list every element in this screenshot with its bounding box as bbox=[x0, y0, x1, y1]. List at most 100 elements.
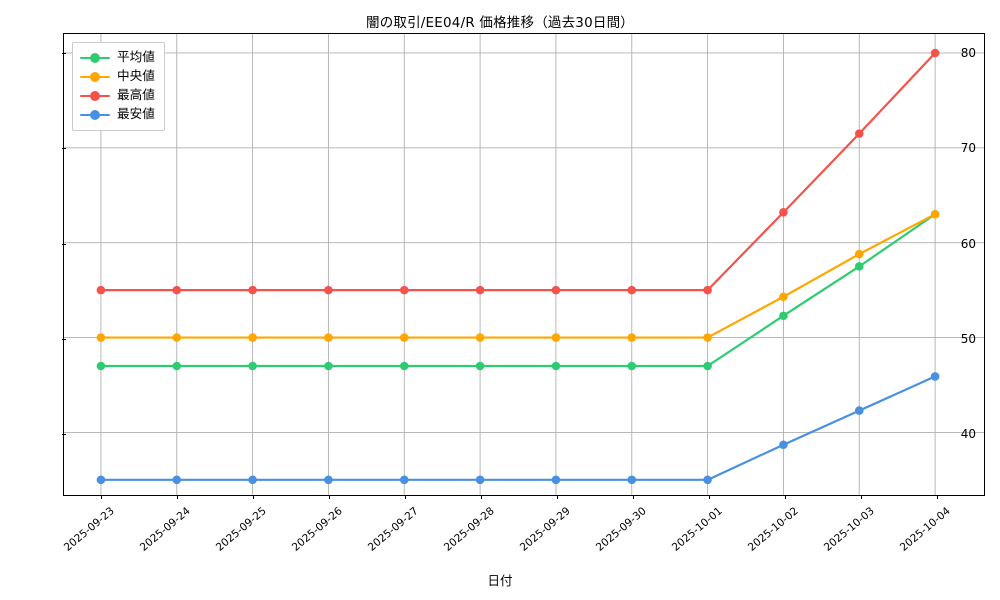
data-point bbox=[854, 129, 864, 138]
data-point bbox=[930, 209, 940, 219]
y-tick-mark bbox=[62, 338, 66, 340]
series-line-2 bbox=[99, 51, 937, 292]
legend-label: 最高値 bbox=[117, 87, 155, 103]
data-point bbox=[779, 440, 788, 450]
data-point bbox=[399, 361, 409, 371]
chart-legend: 平均値中央値最高値最安値 bbox=[72, 42, 165, 131]
legend-item-1[interactable]: 中央値 bbox=[80, 67, 155, 86]
y-tick-mark bbox=[62, 53, 66, 55]
data-point bbox=[399, 475, 409, 485]
data-point bbox=[930, 48, 940, 58]
x-tick-mark bbox=[937, 495, 938, 499]
data-point bbox=[627, 475, 637, 485]
data-point bbox=[96, 361, 106, 371]
tick-layer: 40 50 60 70 80 2025-09-23 2025-09-24 2025-09-25… bbox=[62, 34, 984, 554]
series-line-0 bbox=[99, 213, 937, 368]
y-tick-label: 80 bbox=[960, 46, 976, 61]
y-tick-mark bbox=[62, 434, 66, 436]
data-point bbox=[172, 285, 182, 295]
x-tick-mark bbox=[253, 495, 254, 499]
legend-item-3[interactable]: 最安値 bbox=[80, 105, 155, 124]
data-point bbox=[703, 475, 712, 485]
x-tick-mark bbox=[633, 495, 634, 499]
data-point bbox=[324, 285, 333, 295]
legend-item-2[interactable]: 最高値 bbox=[80, 86, 155, 105]
data-point bbox=[399, 285, 409, 295]
data-point bbox=[475, 285, 485, 295]
x-tick-label: 2025-09-24 bbox=[137, 505, 193, 554]
x-tick-label: 2025-09-26 bbox=[289, 505, 345, 554]
x-tick-mark bbox=[405, 495, 406, 499]
data-point bbox=[172, 361, 182, 371]
x-tick-label: 2025-09-27 bbox=[365, 505, 421, 554]
data-point bbox=[627, 361, 637, 371]
data-point bbox=[324, 475, 333, 485]
data-point bbox=[248, 361, 257, 371]
data-point bbox=[324, 361, 333, 371]
data-point bbox=[930, 372, 940, 381]
x-tick-mark bbox=[785, 495, 786, 499]
data-point bbox=[627, 333, 637, 342]
x-tick-label: 2025-09-30 bbox=[593, 505, 649, 554]
x-tick-mark bbox=[709, 495, 710, 499]
legend-label: 最安値 bbox=[117, 106, 155, 122]
data-point bbox=[96, 333, 106, 342]
y-tick-mark bbox=[62, 243, 66, 245]
data-point bbox=[854, 262, 864, 271]
data-point bbox=[96, 475, 106, 485]
data-point bbox=[854, 406, 864, 415]
x-tick-mark bbox=[861, 495, 862, 499]
series-line-3 bbox=[99, 375, 937, 481]
y-tick-label: 70 bbox=[960, 141, 976, 156]
legend-item-0[interactable]: 平均値 bbox=[80, 48, 155, 67]
x-axis-label: 日付 bbox=[487, 573, 513, 588]
data-point bbox=[172, 333, 182, 342]
data-point bbox=[854, 249, 864, 259]
data-point bbox=[703, 361, 712, 371]
data-point bbox=[551, 333, 561, 342]
data-point bbox=[779, 208, 788, 217]
data-point bbox=[627, 285, 637, 295]
x-tick-label: 2025-10-03 bbox=[821, 505, 877, 554]
data-point bbox=[703, 333, 712, 342]
x-tick-label: 2025-10-04 bbox=[897, 505, 953, 554]
data-point bbox=[703, 285, 712, 295]
data-point bbox=[551, 361, 561, 371]
data-point bbox=[779, 311, 788, 321]
x-tick-label: 2025-09-25 bbox=[213, 505, 269, 554]
legend-label: 平均値 bbox=[117, 49, 155, 65]
data-point bbox=[475, 475, 485, 485]
legend-label: 中央値 bbox=[117, 68, 155, 84]
data-point bbox=[475, 333, 485, 342]
data-point bbox=[248, 333, 257, 342]
data-point bbox=[324, 333, 333, 342]
x-tick-mark bbox=[329, 495, 330, 499]
x-tick-label: 2025-10-01 bbox=[669, 505, 725, 554]
data-point bbox=[96, 285, 106, 295]
legend-swatch-icon bbox=[80, 52, 110, 64]
data-point bbox=[172, 475, 182, 485]
x-tick-mark bbox=[481, 495, 482, 499]
legend-swatch-icon bbox=[80, 90, 110, 102]
x-tick-label: 2025-09-23 bbox=[61, 505, 117, 554]
data-point bbox=[779, 292, 788, 302]
series-line-1 bbox=[99, 213, 937, 339]
data-point bbox=[399, 333, 409, 342]
data-point bbox=[551, 475, 561, 485]
y-tick-label: 40 bbox=[960, 427, 976, 442]
data-point bbox=[475, 361, 485, 371]
y-tick-label: 60 bbox=[960, 236, 976, 251]
data-point bbox=[551, 285, 561, 295]
data-point bbox=[248, 475, 257, 485]
x-tick-mark bbox=[101, 495, 102, 499]
y-tick-mark bbox=[62, 148, 66, 150]
legend-swatch-icon bbox=[80, 71, 110, 83]
legend-swatch-icon bbox=[80, 109, 110, 121]
x-tick-mark bbox=[177, 495, 178, 499]
x-tick-mark bbox=[557, 495, 558, 499]
plot-area: 40 50 60 70 80 2025-09-23 2025-09-24 2025-09-25… bbox=[62, 33, 985, 554]
chart-title: 闇の取引/EE04/R 価格推移（過去30日間） bbox=[366, 15, 634, 31]
x-tick-label: 2025-09-29 bbox=[517, 505, 573, 554]
y-tick-label: 50 bbox=[960, 331, 976, 346]
